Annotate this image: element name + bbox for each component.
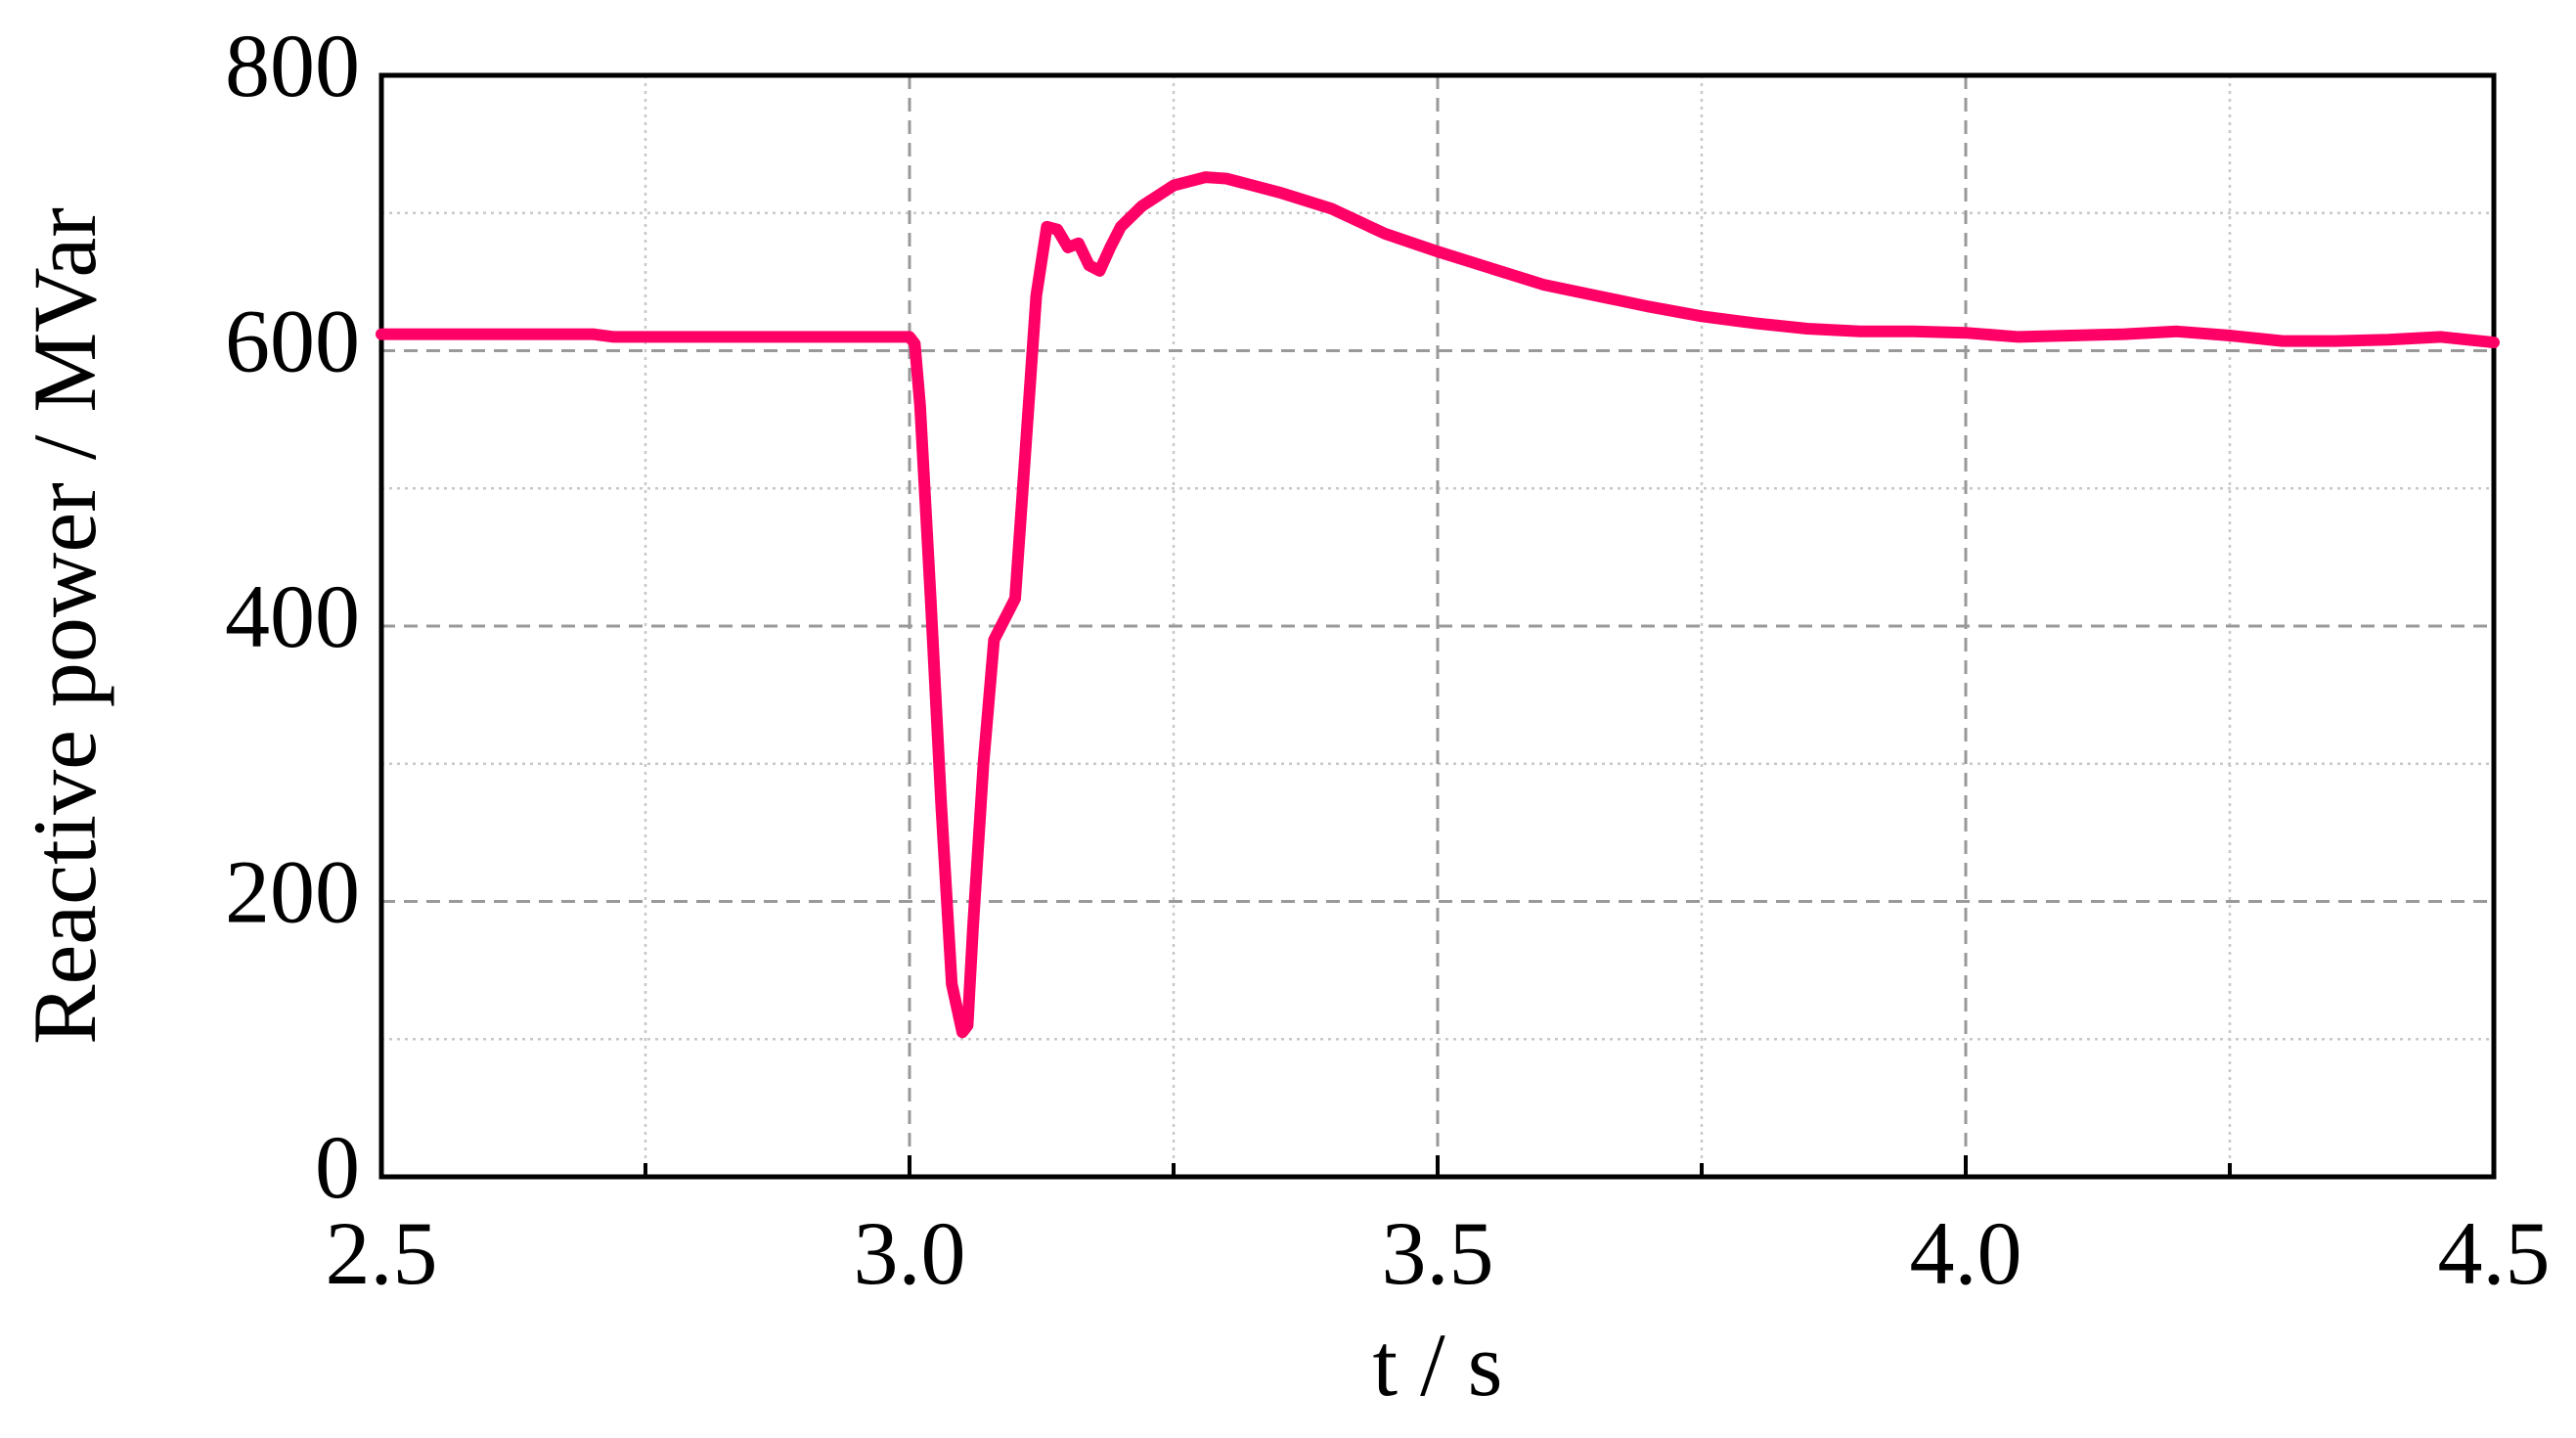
y-axis-label: Reactive power / MVar: [15, 207, 114, 1045]
x-tick-label: 3.0: [854, 1203, 966, 1303]
y-tick-label: 400: [225, 566, 360, 666]
plot-frame: [378, 72, 2497, 1180]
y-tick-label: 600: [225, 292, 360, 391]
x-tick-label: 2.5: [326, 1203, 438, 1303]
x-tick-label: 4.5: [2438, 1203, 2551, 1303]
x-axis-label: t / s: [1373, 1315, 1503, 1415]
y-tick-label: 0: [315, 1117, 360, 1217]
x-tick-label: 3.5: [1382, 1203, 1494, 1303]
x-tick-label: 4.0: [1910, 1203, 2022, 1303]
y-tick-label: 200: [225, 842, 360, 942]
y-tick-label: 800: [225, 16, 360, 115]
data-line: [376, 171, 2500, 1039]
